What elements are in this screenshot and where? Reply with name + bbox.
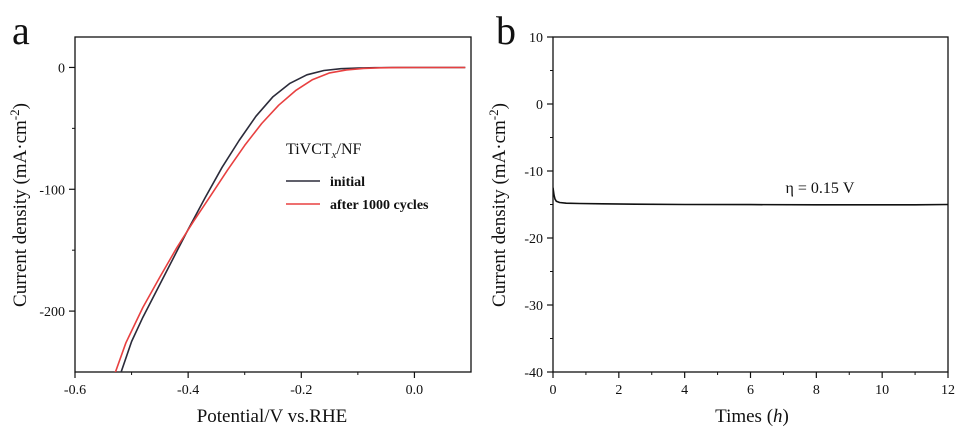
y-tick-label: -30 bbox=[524, 299, 543, 314]
y-tick-label: -100 bbox=[39, 183, 65, 198]
series-line-initial bbox=[120, 66, 466, 372]
panel-a-plot-frame bbox=[74, 36, 472, 373]
x-tick-label: 8 bbox=[813, 383, 820, 398]
y-tick-label: 0 bbox=[536, 98, 543, 113]
series-line-after-1000-cycles bbox=[114, 66, 466, 372]
x-tick-label: 0.0 bbox=[406, 383, 424, 398]
panel-a-x-axis: -0.6 -0.4 -0.2 0.0 bbox=[64, 372, 423, 398]
panel-b-series bbox=[553, 187, 948, 206]
x-tick-label: -0.6 bbox=[64, 383, 86, 398]
panel-b-x-axis-title: Times (h) bbox=[715, 406, 789, 427]
x-tick-label: -0.2 bbox=[290, 383, 312, 398]
panel-b: b 0 2 4 6 8 10 12 10 0 -10 -20 -30 -40 η = 0.15 V T… bbox=[486, 8, 955, 427]
y-tick-label: 0 bbox=[58, 61, 65, 76]
y-tick-label: 10 bbox=[529, 31, 543, 46]
panel-a-legend-title: TiVCTx/NF bbox=[286, 141, 362, 161]
y-tick-label: -200 bbox=[39, 305, 65, 320]
panel-a-y-axis: 0 -100 -200 bbox=[39, 61, 75, 320]
x-tick-label: 12 bbox=[941, 383, 955, 398]
x-tick-label: 2 bbox=[615, 383, 622, 398]
legend-label-initial: initial bbox=[330, 175, 365, 190]
y-tick-label: -10 bbox=[524, 165, 543, 180]
x-tick-label: 0 bbox=[550, 383, 557, 398]
legend-label-after-1000-cycles: after 1000 cycles bbox=[330, 198, 429, 213]
y-tick-label: -40 bbox=[524, 366, 543, 381]
y-tick-label: -20 bbox=[524, 232, 543, 247]
panel-a-series bbox=[114, 66, 466, 372]
panel-b-x-axis: 0 2 4 6 8 10 12 bbox=[550, 372, 955, 398]
panel-b-y-axis: 10 0 -10 -20 -30 -40 bbox=[524, 31, 553, 381]
x-tick-label: -0.4 bbox=[177, 383, 199, 398]
x-tick-label: 6 bbox=[747, 383, 754, 398]
panel-a-letter: a bbox=[12, 8, 30, 53]
series-line-panel-b bbox=[553, 187, 948, 206]
panel-a: a -0.6 -0.4 -0.2 0.0 0 -100 -200 Potential/V … bbox=[7, 8, 472, 427]
panel-a-x-axis-title: Potential/V vs.RHE bbox=[197, 406, 348, 427]
panel-a-y-axis-title: Current density (mA·cm-2) bbox=[7, 103, 31, 307]
panel-b-annotation: η = 0.15 V bbox=[786, 180, 855, 197]
panel-a-legend: TiVCTx/NF initial after 1000 cycles bbox=[286, 141, 429, 213]
x-tick-label: 4 bbox=[681, 383, 688, 398]
panel-b-letter: b bbox=[496, 8, 516, 53]
x-tick-label: 10 bbox=[875, 383, 889, 398]
panel-b-y-axis-title: Current density (mA·cm-2) bbox=[486, 103, 510, 307]
